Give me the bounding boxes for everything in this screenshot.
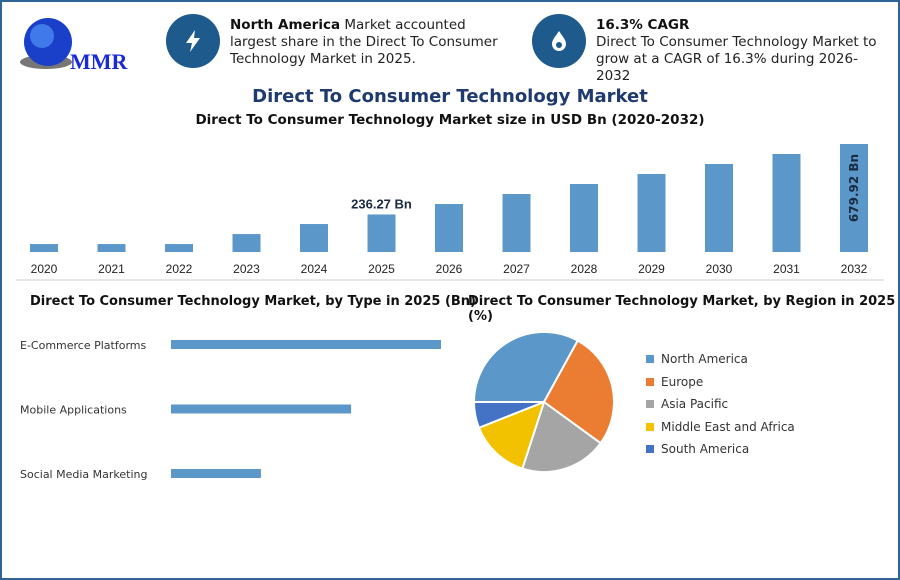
legend-swatch xyxy=(646,377,654,386)
pie-legend: North America Europe Asia Pacific Middle Ea… xyxy=(646,348,795,461)
bar-2027 xyxy=(502,194,531,252)
x-tick-label: 2027 xyxy=(503,262,530,276)
legend-label: Europe xyxy=(661,374,704,389)
legend-label: South America xyxy=(661,442,750,457)
page-title: Direct To Consumer Technology Market xyxy=(252,86,648,107)
pie-slice xyxy=(472,401,545,430)
x-tick-label: 2024 xyxy=(301,262,328,276)
legend-item: North America xyxy=(646,348,795,371)
x-tick-label: 2032 xyxy=(841,262,868,276)
legend-item: Europe xyxy=(646,371,795,394)
legend-swatch xyxy=(646,355,654,364)
legend-swatch xyxy=(646,445,654,454)
legend-swatch xyxy=(646,422,654,431)
type-bar xyxy=(171,404,352,414)
svg-text:MMR: MMR xyxy=(70,49,129,74)
bar-chart-title: Direct To Consumer Technology Market siz… xyxy=(195,112,705,128)
type-chart-title: Direct To Consumer Technology Market, by… xyxy=(30,294,476,309)
info-cagr: 16.3% CAGR Direct To Consumer Technology … xyxy=(596,17,877,84)
x-tick-label: 2030 xyxy=(706,262,733,276)
x-tick-label: 2029 xyxy=(638,262,665,276)
legend-label: Asia Pacific xyxy=(661,397,729,412)
bar-2023 xyxy=(232,234,261,252)
data-label: 236.27 Bn xyxy=(351,196,412,211)
bar-2021 xyxy=(97,244,126,252)
bar-2028 xyxy=(570,184,598,252)
pie-slice xyxy=(521,400,603,473)
bar-2032 xyxy=(840,144,868,252)
x-tick-label: 2026 xyxy=(436,262,463,276)
pie-slice xyxy=(472,331,580,403)
x-tick-label: 2021 xyxy=(98,262,125,276)
bar-2026 xyxy=(435,204,463,252)
bar-2025 xyxy=(367,214,396,252)
x-tick-label: 2025 xyxy=(368,262,395,276)
bar-2024 xyxy=(300,224,328,252)
info-north-america: North America Market accounted largest s… xyxy=(230,17,498,67)
x-tick-label: 2020 xyxy=(31,262,58,276)
region-chart-title: Direct To Consumer Technology Market, by… xyxy=(468,294,896,324)
x-tick-label: 2028 xyxy=(571,262,598,276)
x-tick-label: 2031 xyxy=(773,262,800,276)
bar-2020 xyxy=(30,244,58,252)
x-tick-label: 2023 xyxy=(233,262,260,276)
legend-item: Middle East and Africa xyxy=(646,416,795,439)
x-tick-label: 2022 xyxy=(166,262,193,276)
mmr-logo: MMR xyxy=(18,14,138,76)
type-bar xyxy=(171,469,261,478)
legend-item: South America xyxy=(646,438,795,461)
type-label: Social Media Marketing xyxy=(20,468,147,481)
legend-item: Asia Pacific xyxy=(646,393,795,416)
data-label: 679.92 Bn xyxy=(847,154,861,222)
bar-2029 xyxy=(637,174,666,252)
bar-2030 xyxy=(705,164,733,252)
flame-drop-icon xyxy=(532,14,586,68)
legend-label: North America xyxy=(661,352,748,367)
bar-2022 xyxy=(165,244,193,252)
bar-2031 xyxy=(772,153,801,252)
lightning-icon xyxy=(166,14,220,68)
type-bar xyxy=(171,340,441,349)
type-label: Mobile Applications xyxy=(20,404,127,417)
type-label: E-Commerce Platforms xyxy=(20,339,147,352)
pie-slice xyxy=(542,339,615,445)
legend-swatch xyxy=(646,400,654,409)
legend-label: Middle East and Africa xyxy=(661,419,795,434)
pie-slice xyxy=(477,400,546,470)
